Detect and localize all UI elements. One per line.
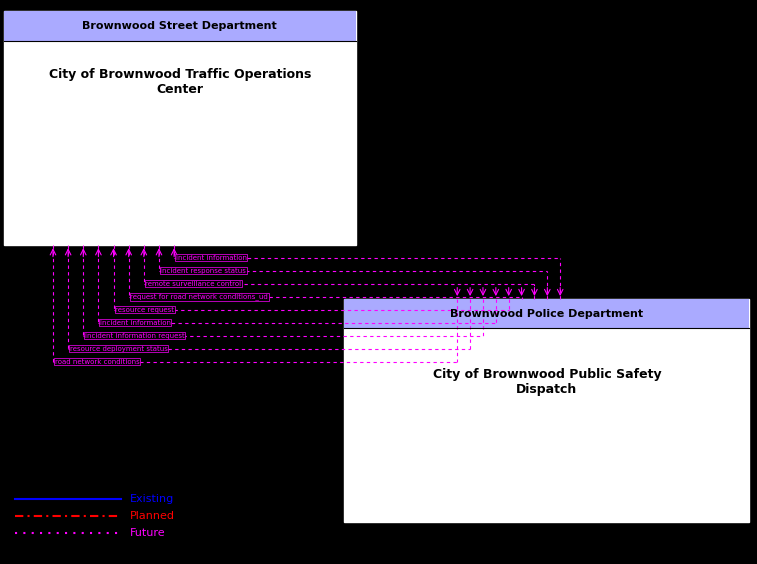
Bar — [4, 11, 356, 245]
Text: remote surveillance control: remote surveillance control — [145, 281, 241, 287]
Text: Planned: Planned — [130, 511, 175, 521]
Text: Future: Future — [130, 528, 166, 538]
Text: road network conditions: road network conditions — [55, 359, 139, 364]
Text: incident response status: incident response status — [160, 268, 246, 274]
Text: Brownwood Street Department: Brownwood Street Department — [83, 21, 277, 31]
Text: Brownwood Police Department: Brownwood Police Department — [450, 309, 643, 319]
Text: resource deployment status: resource deployment status — [70, 346, 167, 351]
Text: request for road network conditions_ud: request for road network conditions_ud — [130, 293, 268, 300]
Text: City of Brownwood Public Safety
Dispatch: City of Brownwood Public Safety Dispatch — [432, 368, 662, 396]
Text: incident information request: incident information request — [85, 333, 185, 338]
Text: Existing: Existing — [130, 494, 174, 504]
Text: resource request: resource request — [115, 307, 174, 312]
Text: incident information: incident information — [176, 255, 247, 261]
Bar — [4, 11, 356, 41]
Bar — [344, 299, 749, 328]
Bar — [344, 299, 749, 522]
Text: City of Brownwood Traffic Operations
Center: City of Brownwood Traffic Operations Cen… — [48, 68, 311, 95]
Text: incident information: incident information — [100, 320, 171, 325]
